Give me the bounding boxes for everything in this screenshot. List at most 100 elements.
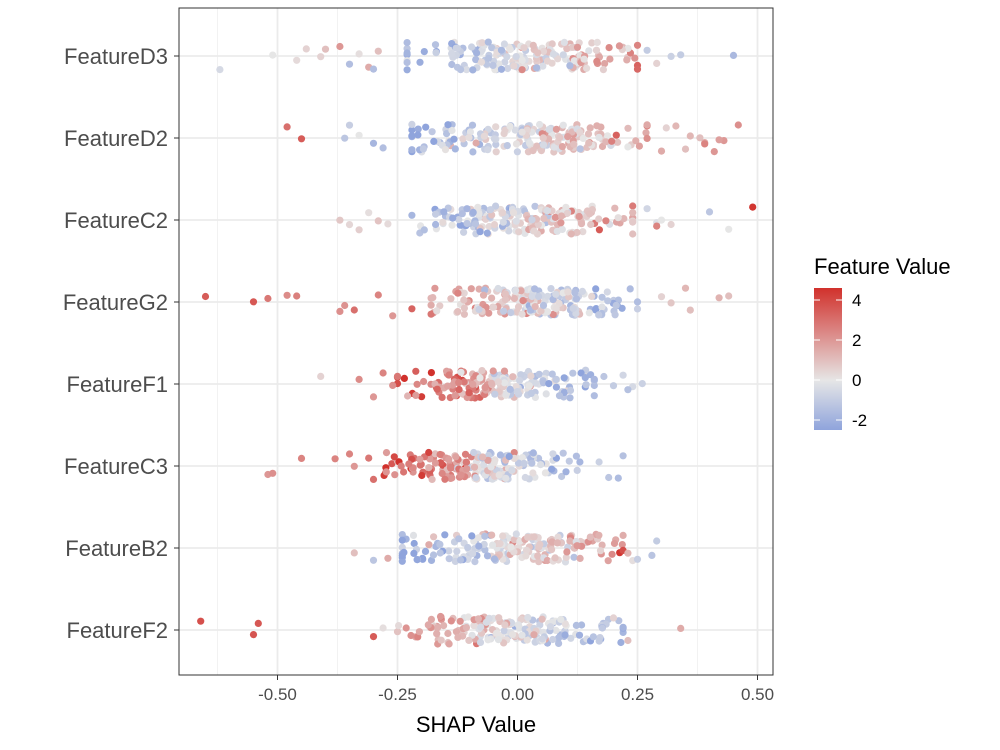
data-point	[500, 307, 508, 315]
data-point	[436, 450, 444, 459]
data-point	[269, 469, 277, 477]
data-point	[451, 392, 459, 400]
data-point	[489, 367, 497, 375]
data-point	[497, 65, 506, 73]
data-point	[448, 474, 456, 482]
data-point	[559, 449, 567, 457]
data-point	[519, 297, 527, 305]
data-point	[563, 548, 571, 556]
data-point	[350, 549, 358, 557]
data-point	[490, 221, 499, 229]
data-point	[483, 552, 492, 560]
data-point	[462, 458, 470, 466]
data-point	[570, 57, 578, 65]
data-point	[595, 226, 604, 234]
data-point	[455, 535, 463, 543]
data-point	[598, 624, 607, 632]
data-point	[555, 392, 564, 400]
data-point	[393, 628, 402, 636]
data-point	[538, 635, 546, 643]
data-point	[527, 372, 535, 380]
data-point	[355, 375, 363, 383]
data-point	[444, 629, 452, 638]
data-point	[474, 203, 482, 211]
data-point	[578, 621, 586, 629]
data-point	[293, 56, 301, 64]
data-point	[569, 304, 577, 312]
data-point	[592, 285, 600, 293]
data-point	[416, 461, 424, 469]
data-point	[544, 308, 552, 316]
data-point	[297, 454, 306, 462]
data-point	[524, 533, 532, 541]
data-point	[589, 633, 598, 641]
data-point	[710, 148, 718, 156]
data-point	[418, 471, 426, 480]
data-point	[531, 285, 539, 293]
data-point	[550, 143, 558, 151]
data-point	[408, 126, 416, 134]
data-point	[587, 220, 595, 229]
data-point	[633, 555, 642, 563]
data-point	[611, 204, 619, 212]
data-point	[463, 66, 471, 74]
data-point	[631, 54, 639, 62]
data-point	[321, 45, 330, 53]
data-point	[579, 134, 587, 142]
data-point	[573, 228, 581, 237]
data-point	[455, 216, 463, 224]
data-point	[563, 45, 571, 53]
data-point	[395, 622, 403, 630]
data-point	[336, 216, 344, 224]
data-point	[681, 284, 690, 292]
data-point	[643, 121, 651, 129]
data-point	[489, 61, 497, 69]
data-point	[552, 383, 561, 391]
data-point	[632, 137, 640, 145]
data-point	[456, 556, 465, 564]
data-point	[456, 617, 464, 625]
data-point	[590, 392, 598, 400]
data-point	[612, 131, 620, 139]
data-point	[584, 130, 593, 138]
data-point	[478, 367, 486, 375]
x-axis-title: SHAP Value	[416, 712, 536, 737]
data-point	[527, 389, 535, 397]
data-point	[486, 206, 495, 214]
data-point	[528, 459, 536, 467]
data-point	[595, 311, 603, 319]
data-point	[408, 211, 416, 219]
data-point	[603, 132, 612, 140]
data-point	[643, 134, 651, 142]
data-point	[677, 624, 685, 633]
data-point	[465, 636, 473, 645]
data-point	[455, 385, 463, 394]
data-point	[510, 62, 518, 70]
data-point	[512, 530, 520, 538]
data-point	[436, 540, 444, 549]
data-point	[633, 298, 642, 306]
y-tick-label: FeatureG2	[63, 290, 168, 315]
data-point	[254, 619, 262, 628]
data-point	[410, 549, 418, 558]
data-point	[341, 134, 349, 142]
y-tick-label: FeatureD3	[64, 44, 168, 69]
data-point	[545, 380, 553, 388]
data-point	[317, 372, 325, 380]
data-point	[546, 623, 555, 631]
data-point	[389, 312, 397, 320]
data-point	[525, 382, 533, 390]
data-point	[592, 46, 601, 54]
data-point	[508, 466, 516, 474]
data-point	[452, 453, 460, 461]
data-point	[345, 450, 354, 458]
data-point	[549, 635, 557, 644]
data-point	[539, 62, 547, 70]
data-point	[629, 202, 637, 210]
data-point	[539, 301, 548, 309]
data-point	[595, 637, 603, 645]
data-point	[539, 134, 547, 142]
data-point	[497, 46, 506, 54]
data-point	[531, 303, 539, 311]
